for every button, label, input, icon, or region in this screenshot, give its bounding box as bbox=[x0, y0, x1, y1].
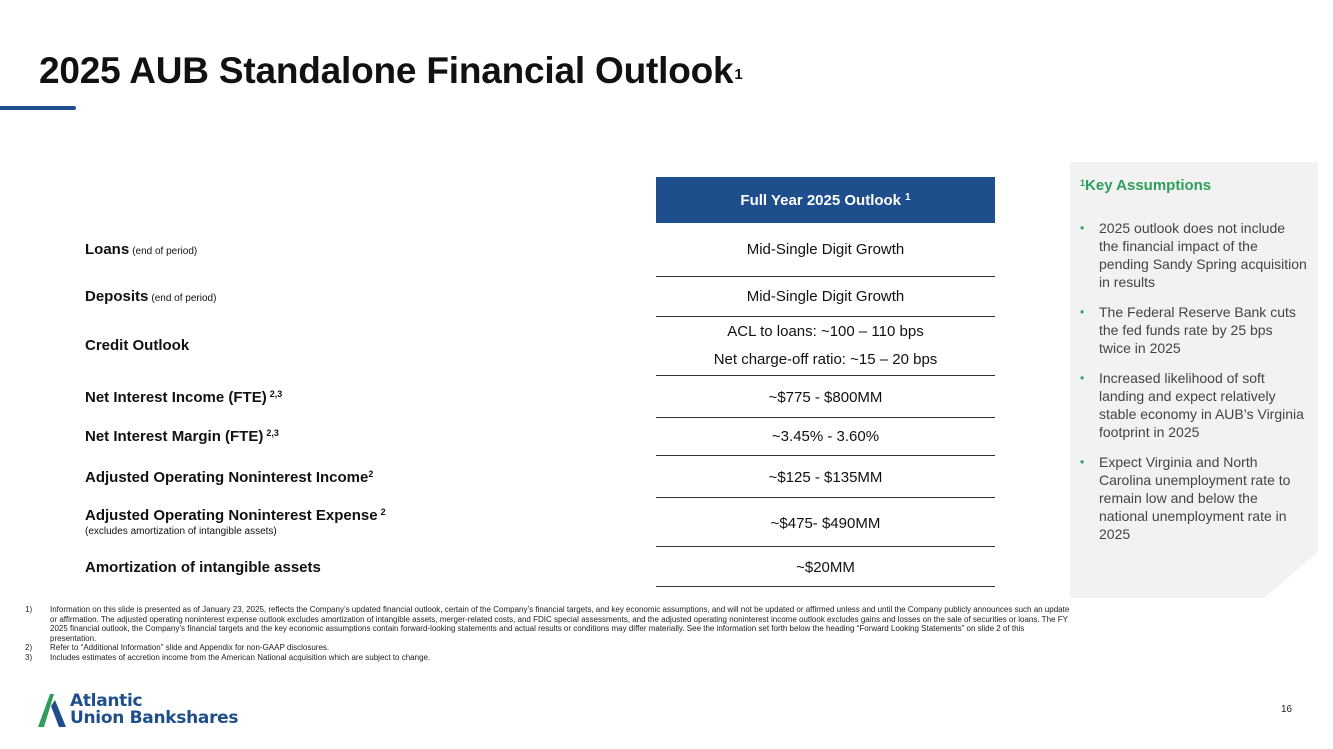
slide-title-text: 2025 AUB Standalone Financial Outlook bbox=[39, 50, 734, 91]
table-row-divider bbox=[656, 417, 995, 418]
list-item-text: The Federal Reserve Bank cuts the fed fu… bbox=[1099, 304, 1296, 356]
bullet-icon: • bbox=[1080, 455, 1085, 469]
list-item: • Expect Virginia and North Carolina unem… bbox=[1080, 453, 1308, 543]
row-value-amortization: ~$20MM bbox=[796, 559, 855, 576]
key-assumptions-panel bbox=[1070, 162, 1318, 598]
slide-title: 2025 AUB Standalone Financial Outlook1 bbox=[39, 50, 743, 92]
row-label-adj-noninterest-income: Adjusted Operating Noninterest Income2 bbox=[85, 469, 373, 486]
key-assumptions-footnote-marker: 1 bbox=[1080, 178, 1086, 188]
outlook-table-header-footnote-marker: 1 bbox=[905, 191, 911, 203]
footnotes: 1) Information on this slide is presented… bbox=[25, 605, 1070, 663]
list-item: • 2025 outlook does not include the finan… bbox=[1080, 219, 1308, 291]
table-row-divider bbox=[656, 546, 995, 547]
atlantic-union-logo: Atlantic Union Bankshares bbox=[38, 691, 239, 728]
footnote-text: Refer to “Additional Information” slide … bbox=[50, 643, 330, 653]
table-row-divider bbox=[656, 316, 995, 317]
row-label-text: Adjusted Operating Noninterest Expense bbox=[85, 507, 378, 524]
row-label-net-interest-income: Net Interest Income (FTE) 2,3 bbox=[85, 389, 282, 406]
row-value-net-interest-margin: ~3.45% - 3.60% bbox=[771, 428, 880, 445]
row-label-text: Deposits bbox=[85, 288, 149, 305]
footnote-text: Information on this slide is presented a… bbox=[50, 605, 1070, 643]
row-value-adj-noninterest-expense: ~$475- $490MM bbox=[770, 515, 881, 532]
logo-mark-icon bbox=[38, 694, 66, 727]
row-value-credit-nco: Net charge-off ratio: ~15 – 20 bps bbox=[713, 351, 938, 368]
row-value-net-interest-income: ~$775 - $800MM bbox=[768, 389, 883, 406]
logo-line-2: Union Bankshares bbox=[70, 708, 239, 728]
row-label-footnote-marker: 2,3 bbox=[269, 389, 283, 399]
outlook-table-header-text: Full Year 2025 Outlook bbox=[740, 191, 902, 209]
bullet-icon: • bbox=[1080, 371, 1085, 385]
row-label-net-interest-margin: Net Interest Margin (FTE) 2,3 bbox=[85, 428, 279, 445]
footnote-number: 2) bbox=[25, 643, 33, 653]
footnote-number: 3) bbox=[25, 652, 33, 662]
row-label-footnote-marker: 2,3 bbox=[266, 428, 279, 438]
outlook-table-header: Full Year 2025 Outlook 1 bbox=[656, 177, 995, 223]
row-label-credit-outlook: Credit Outlook bbox=[85, 337, 190, 354]
list-item: • Increased likelihood of soft landing an… bbox=[1080, 369, 1308, 441]
page-number: 16 bbox=[1281, 704, 1293, 715]
row-label-adj-noninterest-expense: Adjusted Operating Noninterest Expense 2 (… bbox=[85, 507, 386, 537]
row-label-text: Net Interest Income (FTE) bbox=[85, 389, 267, 406]
footnote: 2) Refer to “Additional Information” slid… bbox=[25, 643, 1070, 653]
table-row-divider bbox=[656, 276, 995, 277]
table-row-divider bbox=[656, 497, 995, 498]
key-assumptions-list: • 2025 outlook does not include the finan… bbox=[1080, 219, 1308, 555]
row-label-deposits: Deposits (end of period) bbox=[85, 288, 216, 305]
row-label-text: Loans bbox=[85, 241, 130, 258]
table-row-divider bbox=[656, 586, 995, 587]
row-value-credit-acl: ACL to loans: ~100 – 110 bps bbox=[727, 323, 924, 340]
logo-wordmark: Atlantic Union Bankshares bbox=[70, 691, 239, 728]
title-accent-rule bbox=[0, 106, 76, 110]
list-item: • The Federal Reserve Bank cuts the fed f… bbox=[1080, 303, 1308, 357]
list-item-text: Expect Virginia and North Carolina unemp… bbox=[1099, 454, 1291, 542]
row-label-amortization: Amortization of intangible assets bbox=[85, 559, 321, 576]
bullet-icon: • bbox=[1080, 221, 1085, 235]
footnote-number: 1) bbox=[25, 605, 33, 614]
bullet-icon: • bbox=[1080, 305, 1085, 319]
table-row-divider bbox=[656, 375, 995, 376]
row-label-text: Net Interest Margin (FTE) bbox=[85, 428, 264, 445]
row-value-adj-noninterest-income: ~$125 - $135MM bbox=[768, 469, 883, 486]
row-label-note: (end of period) bbox=[151, 293, 217, 304]
table-row-divider bbox=[656, 455, 995, 456]
row-value-loans: Mid-Single Digit Growth bbox=[746, 241, 905, 258]
row-label-footnote-marker: 2 bbox=[368, 469, 374, 479]
footnote: 3) Includes estimates of accretion income… bbox=[25, 653, 1070, 663]
logo-line-1: Atlantic bbox=[70, 691, 143, 711]
key-assumptions-title: 1Key Assumptions bbox=[1080, 177, 1211, 194]
row-label-footnote-marker: 2 bbox=[380, 507, 386, 517]
slide-title-footnote-marker: 1 bbox=[734, 66, 743, 83]
footnote-text: Includes estimates of accretion income f… bbox=[50, 652, 431, 662]
row-label-subnote: (excludes amortization of intangible ass… bbox=[85, 526, 277, 537]
footnote: 1) Information on this slide is presented… bbox=[25, 605, 1070, 643]
row-label-note: (end of period) bbox=[132, 246, 198, 257]
key-assumptions-title-text: Key Assumptions bbox=[1085, 177, 1212, 194]
panel-corner-fold bbox=[1264, 552, 1318, 598]
row-value-deposits: Mid-Single Digit Growth bbox=[746, 288, 905, 305]
list-item-text: Increased likelihood of soft landing and… bbox=[1099, 370, 1304, 440]
row-label-loans: Loans (end of period) bbox=[85, 241, 197, 258]
row-label-text: Adjusted Operating Noninterest Income bbox=[85, 469, 369, 486]
list-item-text: 2025 outlook does not include the financ… bbox=[1099, 220, 1307, 290]
